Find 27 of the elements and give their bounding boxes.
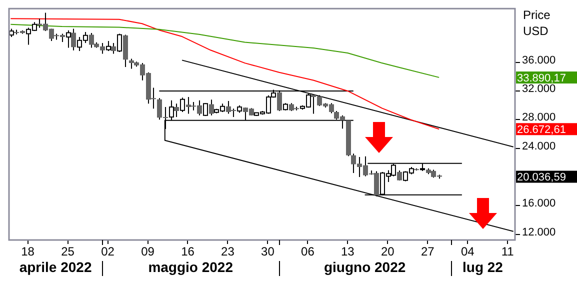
text: 33.890,17 xyxy=(517,72,566,84)
y-tick-label: 32.000 xyxy=(522,83,556,96)
y-tick-label: 12.000 xyxy=(522,226,556,238)
x-tick-label: 18 xyxy=(21,244,35,259)
x-tick-label: 13 xyxy=(341,244,355,259)
x-tick-label: 04 xyxy=(460,244,475,259)
text: giugno 2022 xyxy=(324,258,406,275)
text: aprile 2022 xyxy=(19,258,92,275)
y-tick-label: 16.000 xyxy=(522,198,556,210)
text: maggio 2022 xyxy=(148,258,234,275)
text: lug 22 xyxy=(462,258,504,275)
y-tick-label: 28.000 xyxy=(522,112,556,124)
x-tick-label: 11 xyxy=(501,244,514,259)
y-axis-title: Price USD xyxy=(523,8,551,38)
x-tick-label: 30 xyxy=(261,244,275,259)
y-tick-label: 36.000 xyxy=(522,54,556,66)
y-tick-label: 24.000 xyxy=(522,140,556,152)
x-tick-label: 09 xyxy=(141,244,155,259)
x-tick-label: 02 xyxy=(101,244,115,259)
x-tick-label: 25 xyxy=(61,244,75,259)
text: 20.036,59 xyxy=(517,172,566,184)
x-tick-label: 23 xyxy=(221,244,235,259)
text: 26.672,61 xyxy=(517,124,566,136)
x-tick-label: 16 xyxy=(181,244,195,259)
x-tick-label: 27 xyxy=(420,244,435,259)
x-tick-label: 06 xyxy=(301,244,315,259)
x-tick-label: 20 xyxy=(380,244,395,259)
